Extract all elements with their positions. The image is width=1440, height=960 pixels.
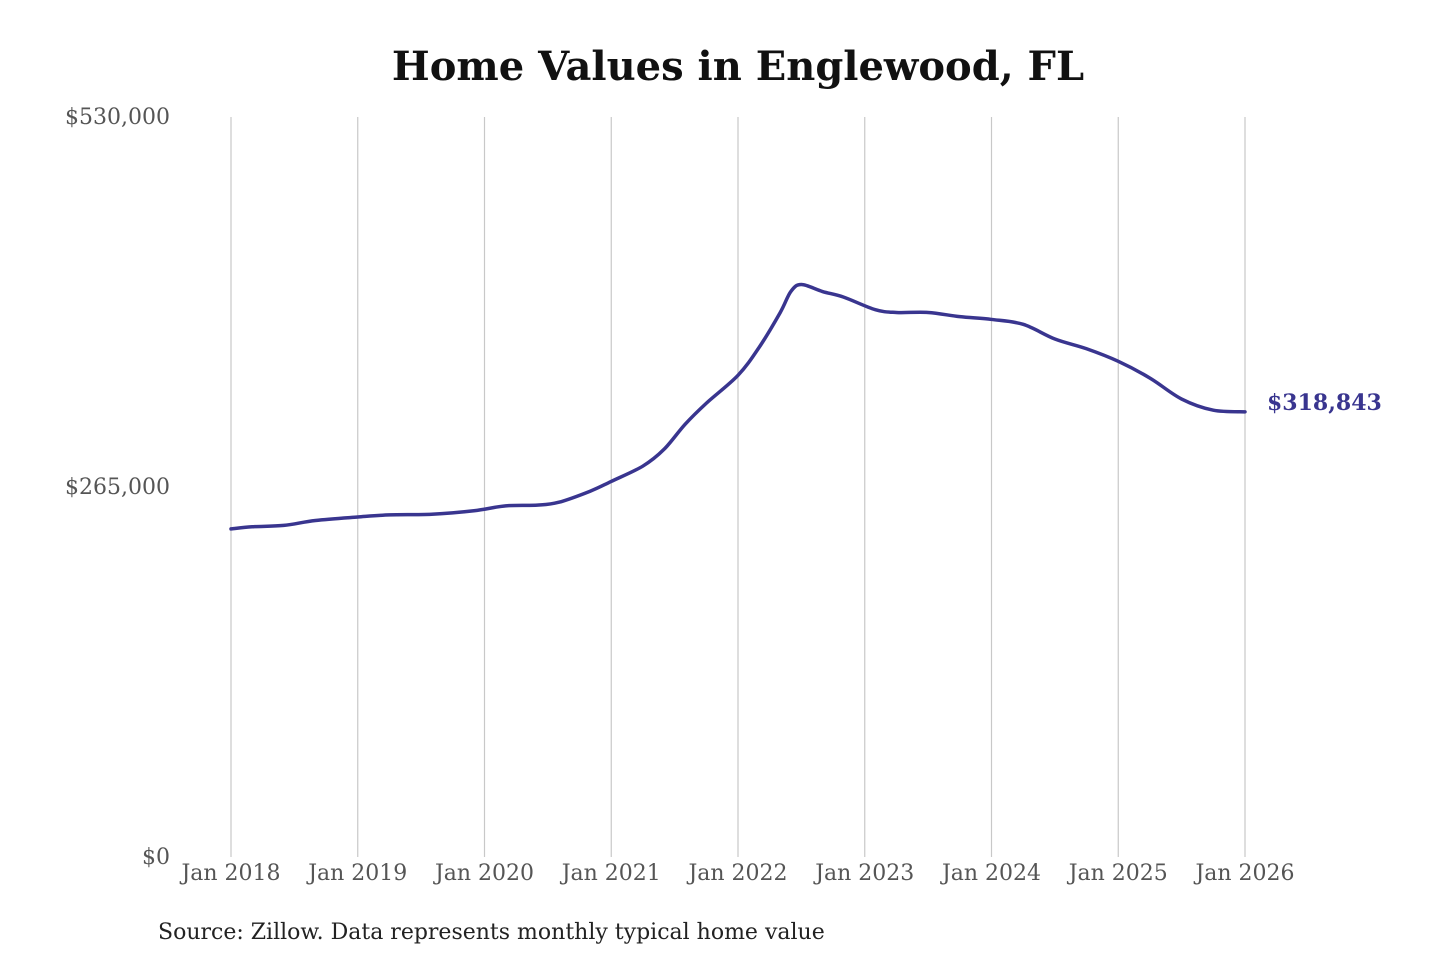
x-tick-label: Jan 2021 — [560, 861, 661, 886]
x-tick-label: Jan 2019 — [306, 861, 407, 886]
chart-title: Home Values in Englewood, FL — [392, 43, 1084, 90]
x-tick-label: Jan 2022 — [686, 861, 787, 886]
y-tick-label: $265,000 — [65, 475, 170, 500]
end-value-label: $318,843 — [1267, 390, 1382, 416]
x-tick-label: Jan 2020 — [433, 861, 534, 886]
source-note: Source: Zillow. Data represents monthly … — [158, 920, 825, 945]
grid-layer — [230, 117, 1246, 857]
y-tick-label: $0 — [142, 845, 170, 870]
y-axis-ticks: $530,000 $265,000 $0 — [65, 105, 170, 870]
series-line — [229, 282, 1247, 531]
x-tick-label: Jan 2025 — [1067, 861, 1168, 886]
y-tick-label: $530,000 — [65, 105, 170, 130]
x-tick-label: Jan 2018 — [179, 861, 280, 886]
x-axis-ticks: Jan 2018 Jan 2019 Jan 2020 Jan 2021 Jan 2022… — [179, 861, 1294, 886]
x-tick-label: Jan 2023 — [813, 861, 914, 886]
x-tick-label: Jan 2026 — [1193, 861, 1294, 886]
series-layer: $318,843 — [229, 282, 1382, 531]
x-tick-label: Jan 2024 — [940, 861, 1041, 886]
